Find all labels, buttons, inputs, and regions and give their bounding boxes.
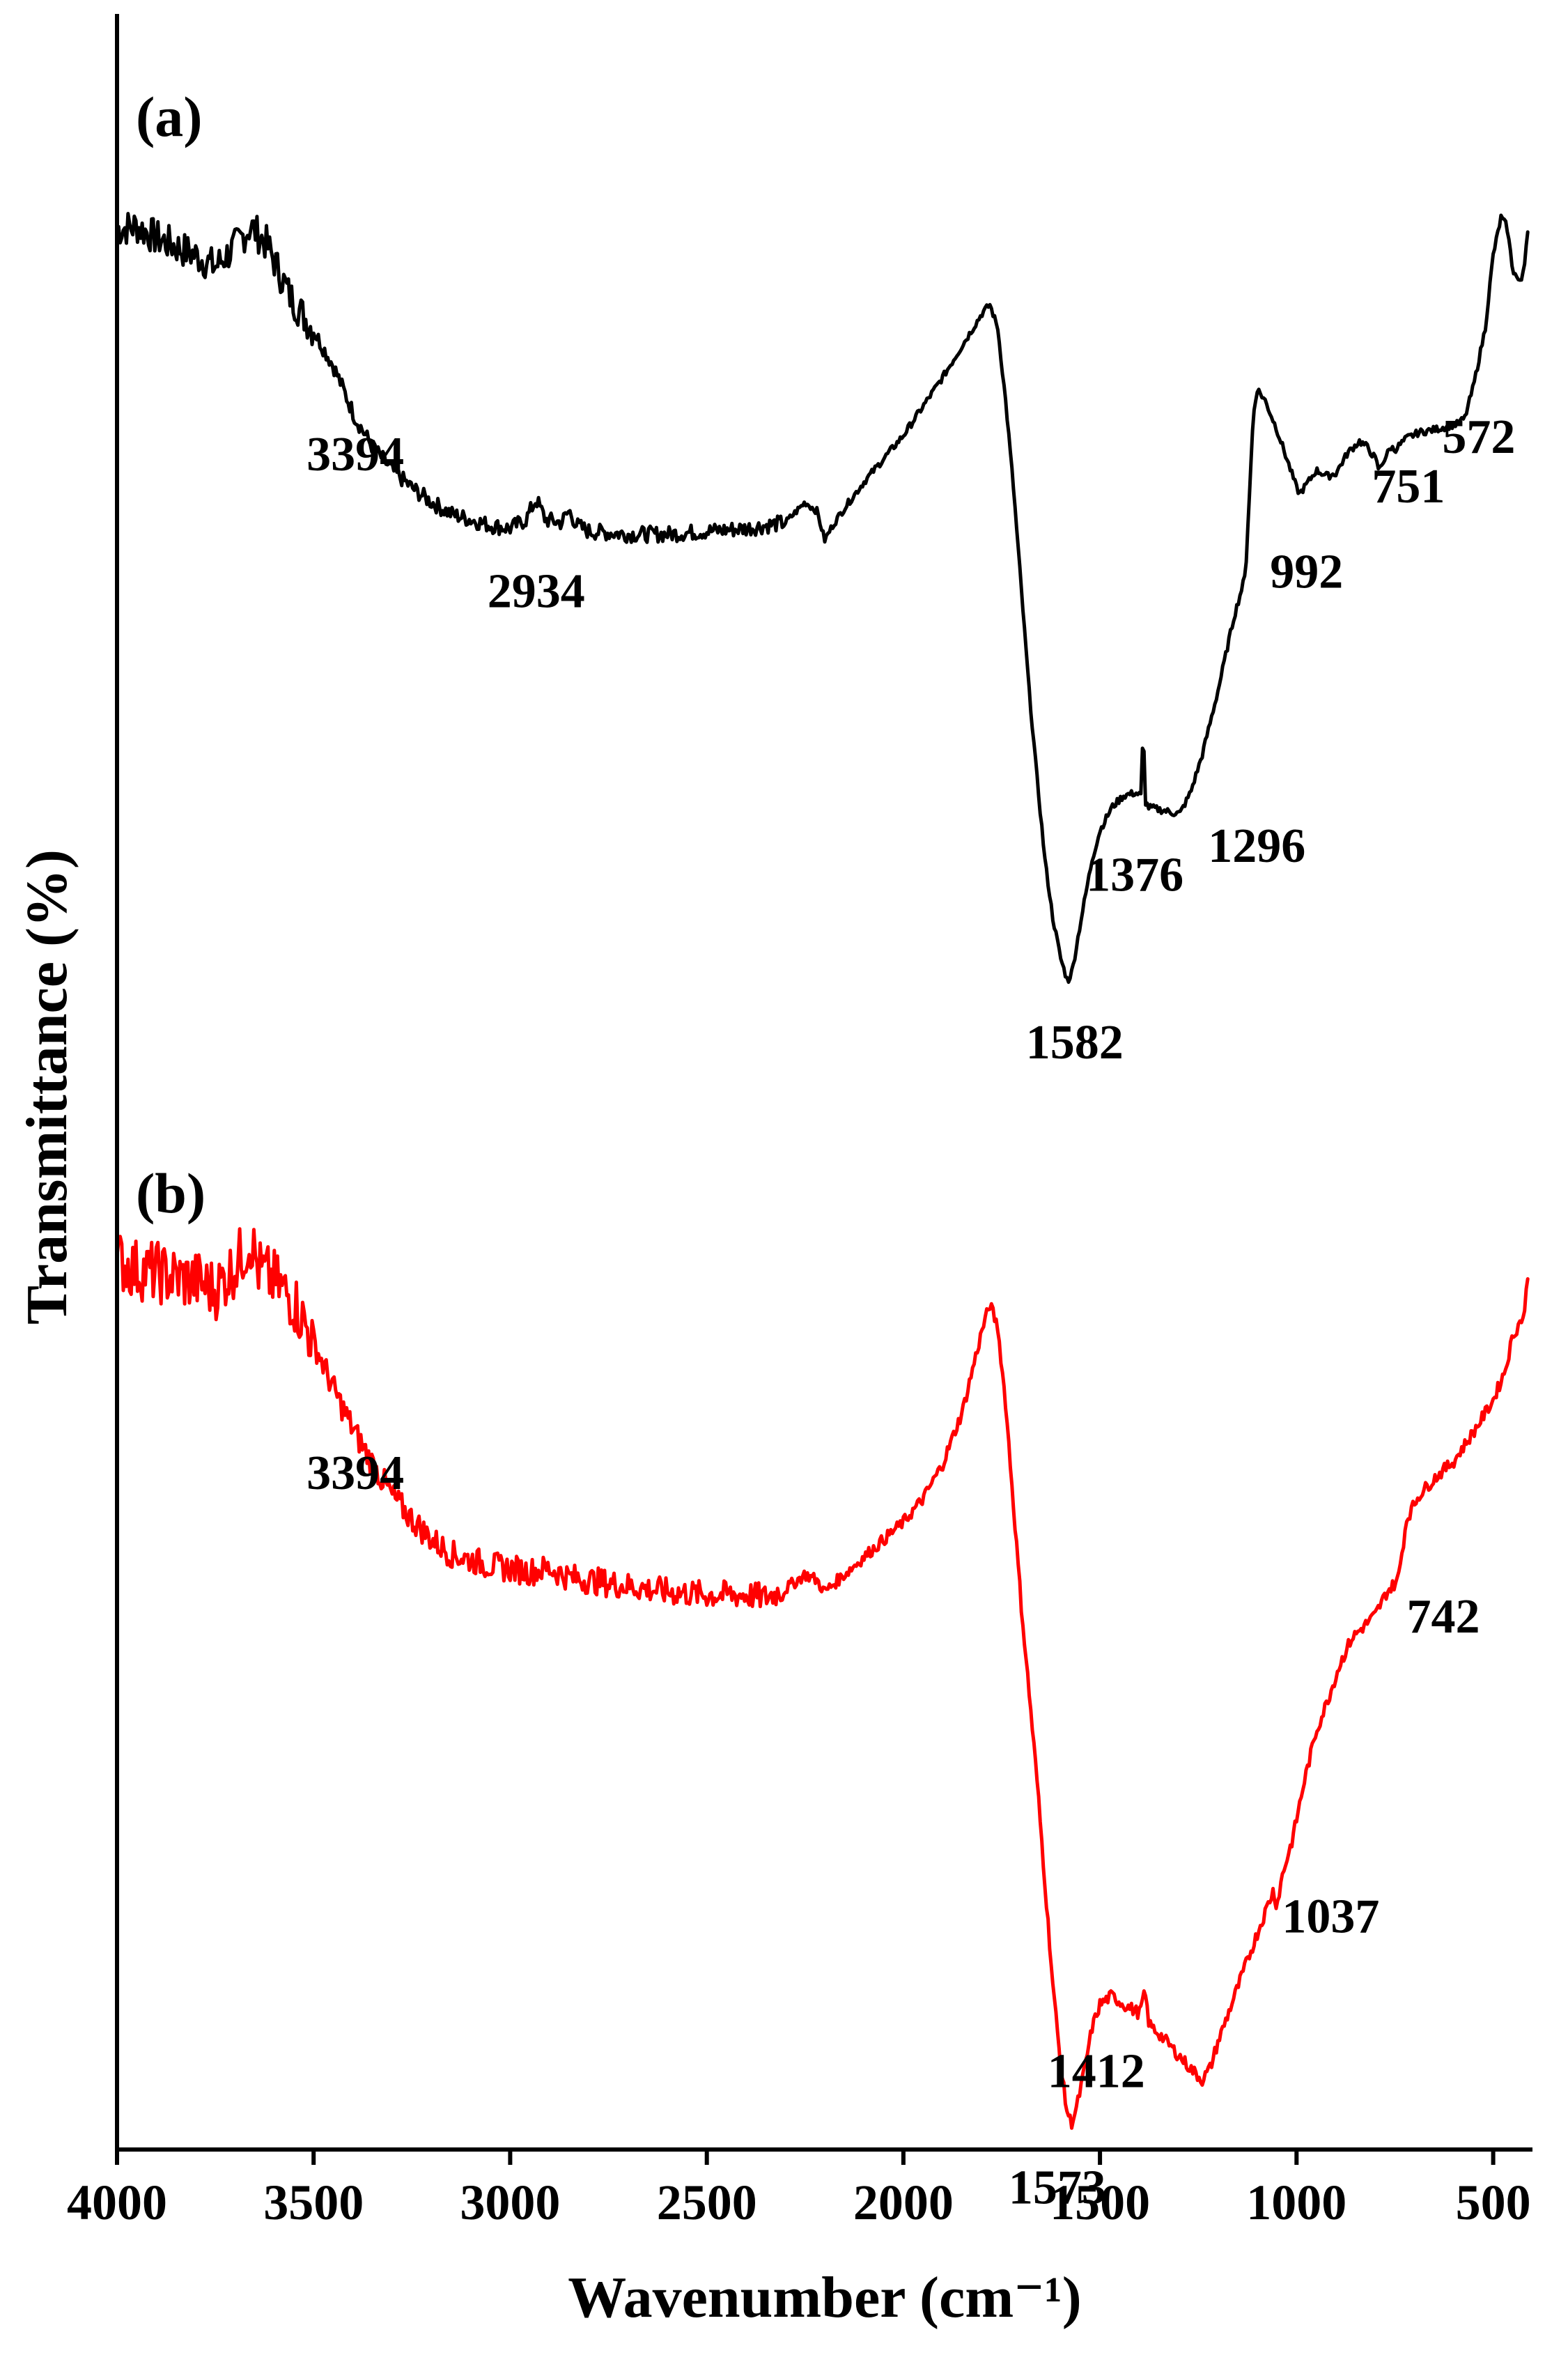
peak-label: 1037	[1282, 1890, 1379, 1943]
panel-label: (b)	[136, 1162, 205, 1225]
panel-label: (a)	[136, 85, 203, 148]
peak-label: 1296	[1208, 819, 1305, 873]
x-tick-label: 1500	[1050, 2175, 1150, 2230]
x-tick-layer: 4000 3500 3000 2500 2000 1500 1000 500	[67, 2150, 1531, 2230]
peak-label: 742	[1407, 1590, 1480, 1644]
x-tick-label: 500	[1456, 2175, 1531, 2230]
peak-label: 572	[1442, 410, 1515, 464]
series-layer	[115, 212, 1530, 2130]
peak-label: 751	[1372, 460, 1445, 514]
peak-label: 3394	[306, 1446, 404, 1500]
peak-label: 992	[1270, 545, 1343, 599]
x-tick-label: 3000	[460, 2175, 560, 2230]
x-axis-title: Wavenumber (cm⁻¹)	[568, 2265, 1082, 2330]
peak-label: 1412	[1048, 2045, 1145, 2099]
peak-label: 1582	[1026, 1016, 1124, 1070]
x-tick-label: 2000	[853, 2175, 954, 2230]
x-tick-label: 3500	[263, 2175, 364, 2230]
peak-label: 2934	[488, 565, 585, 619]
peak-label: 1573	[1009, 2161, 1106, 2215]
x-tick-label: 2500	[657, 2175, 757, 2230]
peak-label: 3394	[306, 428, 404, 481]
x-tick-label: 4000	[67, 2175, 167, 2230]
y-axis-title: Transmittance (%)	[15, 849, 79, 1325]
panel-label-layer: (a) (b)	[136, 85, 205, 1225]
series-line-a	[115, 212, 1530, 985]
series-line-b	[115, 1227, 1530, 2130]
peak-label: 1376	[1086, 849, 1183, 902]
x-tick-label: 1000	[1246, 2175, 1346, 2230]
